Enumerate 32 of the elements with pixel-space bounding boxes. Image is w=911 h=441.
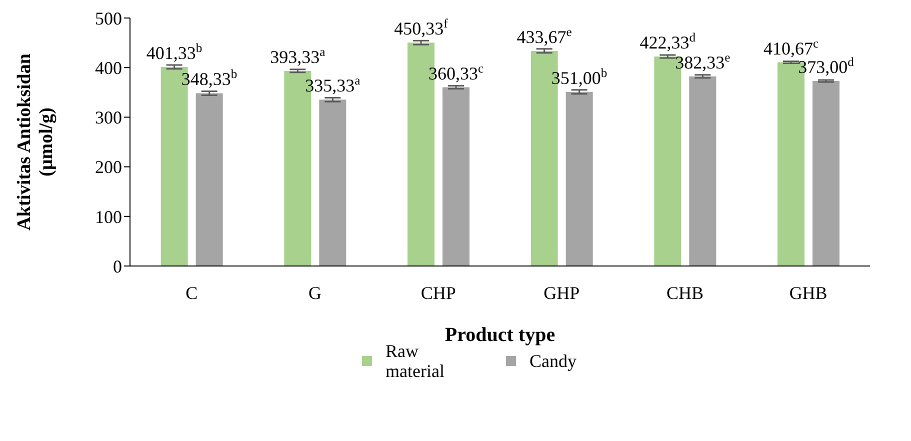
y-tick-label: 100 xyxy=(95,206,122,227)
x-tick-label: CHB xyxy=(666,282,704,303)
legend-label: Candy xyxy=(530,351,576,371)
bar xyxy=(812,80,840,266)
data-label: 433,67$^{e}$ xyxy=(516,24,572,47)
data-label: 393,33$^{a}$ xyxy=(270,44,326,67)
data-label: 348,33$^{b}$ xyxy=(181,67,238,90)
y-axis-title: Aktivitas Antioksidan (µmol/g) xyxy=(14,53,57,230)
legend-label: Raw material xyxy=(386,341,444,381)
data-label: 450,33$^{f}$ xyxy=(394,16,449,39)
bar xyxy=(196,93,223,266)
x-tick-label: GHP xyxy=(544,282,580,303)
x-axis-title: Product type xyxy=(444,324,556,346)
bar xyxy=(566,92,593,266)
y-tick-label: 500 xyxy=(95,8,122,28)
data-label: 382,33$^{e}$ xyxy=(675,50,731,72)
data-label: 335,33$^{a}$ xyxy=(305,74,361,96)
data-label: 401,33$^{b}$ xyxy=(146,40,202,63)
x-tick-label: GHB xyxy=(789,282,828,303)
x-tick-label: G xyxy=(308,282,322,303)
bar xyxy=(689,76,716,266)
bar xyxy=(319,100,346,266)
x-tick-label: CHP xyxy=(420,282,456,303)
y-tick-label: 200 xyxy=(95,157,122,178)
y-tick-label: 300 xyxy=(95,108,122,128)
data-label: 351,00$^{b}$ xyxy=(551,66,608,88)
y-tick-label: 400 xyxy=(95,58,122,78)
data-label: 360,33$^{c}$ xyxy=(428,61,484,84)
y-tick-label: 0 xyxy=(113,256,122,276)
data-label: 422,33$^{d}$ xyxy=(640,30,696,53)
x-tick-label: C xyxy=(186,282,198,303)
bar xyxy=(442,87,470,266)
